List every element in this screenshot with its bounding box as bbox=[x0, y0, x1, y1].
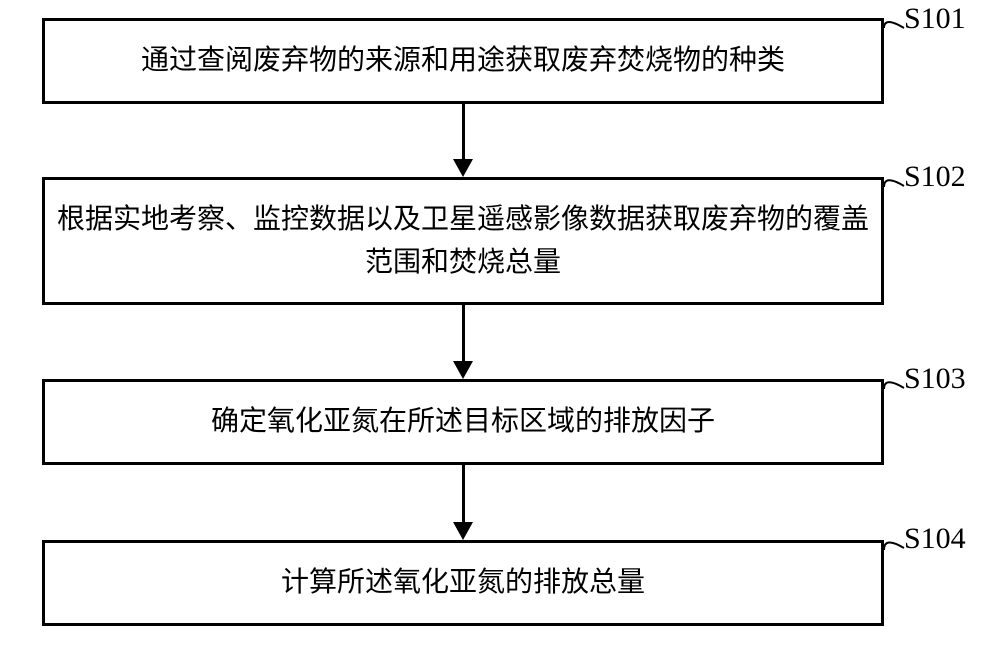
connector-curve bbox=[880, 170, 908, 193]
arrow-line bbox=[462, 305, 465, 361]
flow-node-n1: 通过查阅废弃物的来源和用途获取废弃焚烧物的种类 bbox=[42, 18, 884, 104]
connector-curve bbox=[880, 12, 908, 34]
step-label-l2: S102 bbox=[904, 160, 966, 194]
step-label-l4: S104 bbox=[904, 522, 966, 556]
arrow-head-icon bbox=[453, 159, 473, 177]
step-label-l1: S101 bbox=[904, 2, 966, 36]
flow-node-n2: 根据实地考察、监控数据以及卫星遥感影像数据获取废弃物的覆盖范围和焚烧总量 bbox=[42, 177, 884, 305]
arrow-head-icon bbox=[453, 522, 473, 540]
step-label-l3: S103 bbox=[904, 362, 966, 396]
arrow-head-icon bbox=[453, 361, 473, 379]
flow-node-text: 计算所述氧化亚氮的排放总量 bbox=[45, 561, 881, 604]
flow-node-n4: 计算所述氧化亚氮的排放总量 bbox=[42, 540, 884, 626]
flow-node-text: 根据实地考察、监控数据以及卫星遥感影像数据获取废弃物的覆盖范围和焚烧总量 bbox=[45, 198, 881, 285]
connector-curve bbox=[880, 532, 908, 556]
arrow-line bbox=[462, 465, 465, 522]
flow-node-text: 通过查阅废弃物的来源和用途获取废弃焚烧物的种类 bbox=[45, 39, 881, 82]
flow-node-n3: 确定氧化亚氮在所述目标区域的排放因子 bbox=[42, 379, 884, 465]
flow-node-text: 确定氧化亚氮在所述目标区域的排放因子 bbox=[45, 400, 881, 443]
arrow-line bbox=[462, 104, 465, 159]
flowchart-stage: 通过查阅废弃物的来源和用途获取废弃焚烧物的种类根据实地考察、监控数据以及卫星遥感… bbox=[0, 0, 1000, 658]
connector-curve bbox=[880, 372, 908, 395]
